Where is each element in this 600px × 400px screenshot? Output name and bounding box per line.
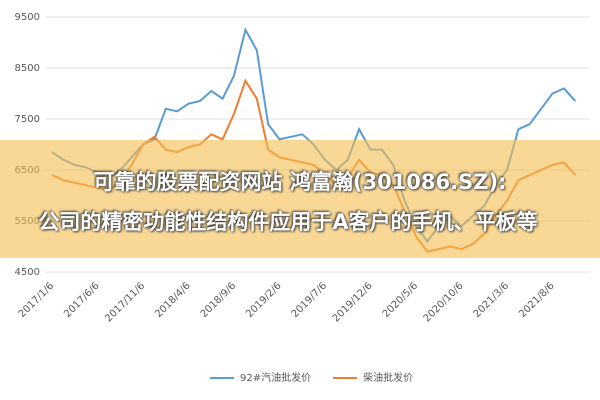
banner-line: 公司的精密功能性结构件应用于A客户的手机、平板等 (38, 210, 538, 234)
x-tick-label: 2019/7/6 (290, 280, 330, 320)
y-tick-label: 4500 (15, 267, 40, 278)
banner-line: 可靠的股票配资网站 鸿富瀚(301086.SZ): (93, 170, 507, 194)
x-tick-label: 2018/9/6 (199, 280, 239, 320)
y-tick-label: 9500 (15, 12, 40, 23)
x-tick-label: 2020/5/6 (381, 280, 421, 320)
x-tick-label: 2019/2/6 (244, 280, 284, 320)
legend-label: 92#汽油批发价 (240, 371, 311, 384)
x-tick-label: 2020/10/6 (422, 280, 466, 324)
legend-label: 柴油批发价 (363, 371, 413, 384)
x-tick-label: 2021/8/6 (517, 280, 557, 320)
x-tick-label: 2021/3/6 (472, 280, 512, 320)
x-tick-label: 2018/4/6 (153, 280, 193, 320)
x-tick-label: 2019/12/6 (331, 280, 375, 324)
y-tick-label: 8500 (15, 63, 40, 74)
banner: 可靠的股票配资网站 鸿富瀚(301086.SZ): 公司的精密功能性结构件应用于… (0, 140, 600, 258)
x-tick-label: 2017/1/6 (17, 280, 57, 320)
y-tick-label: 7500 (15, 114, 40, 125)
x-tick-label: 2017/11/6 (103, 280, 147, 324)
x-tick-label: 2017/6/6 (62, 280, 102, 320)
